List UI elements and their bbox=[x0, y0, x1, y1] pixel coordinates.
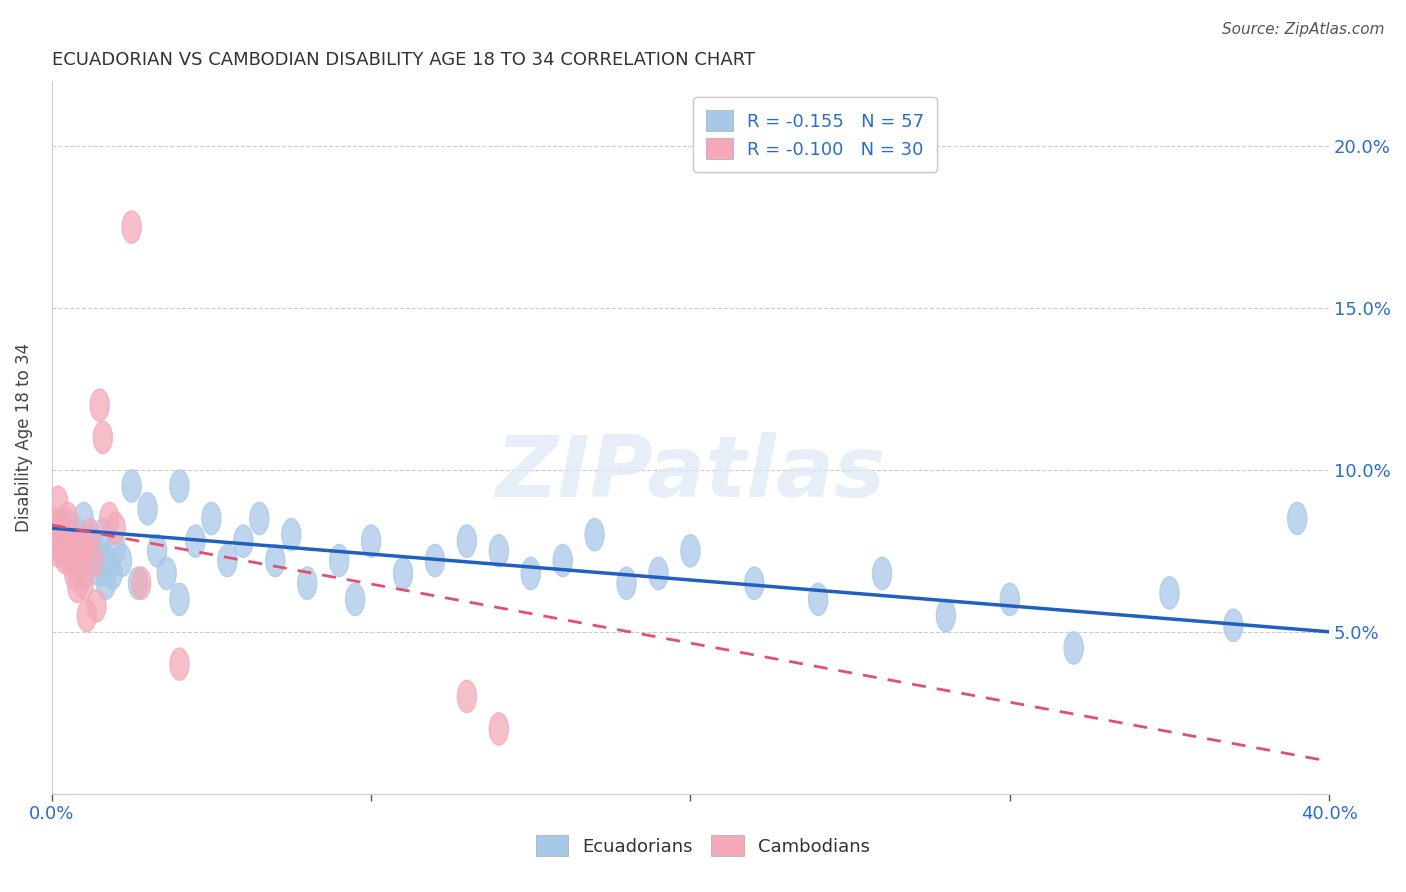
Ellipse shape bbox=[67, 518, 87, 551]
Ellipse shape bbox=[1000, 583, 1019, 615]
Ellipse shape bbox=[103, 558, 122, 590]
Ellipse shape bbox=[170, 648, 188, 681]
Ellipse shape bbox=[49, 486, 67, 518]
Ellipse shape bbox=[112, 544, 132, 577]
Ellipse shape bbox=[170, 583, 188, 615]
Ellipse shape bbox=[157, 558, 176, 590]
Ellipse shape bbox=[84, 544, 103, 577]
Ellipse shape bbox=[105, 532, 125, 564]
Ellipse shape bbox=[745, 567, 763, 599]
Ellipse shape bbox=[70, 544, 90, 577]
Ellipse shape bbox=[329, 544, 349, 577]
Ellipse shape bbox=[122, 470, 141, 502]
Ellipse shape bbox=[62, 528, 80, 560]
Ellipse shape bbox=[128, 567, 148, 599]
Ellipse shape bbox=[585, 518, 605, 551]
Ellipse shape bbox=[84, 544, 103, 577]
Ellipse shape bbox=[65, 528, 84, 560]
Ellipse shape bbox=[553, 544, 572, 577]
Ellipse shape bbox=[281, 518, 301, 551]
Ellipse shape bbox=[186, 524, 205, 558]
Ellipse shape bbox=[65, 558, 84, 590]
Ellipse shape bbox=[58, 508, 77, 541]
Ellipse shape bbox=[75, 532, 93, 564]
Y-axis label: Disability Age 18 to 34: Disability Age 18 to 34 bbox=[15, 343, 32, 532]
Ellipse shape bbox=[522, 558, 540, 590]
Ellipse shape bbox=[1064, 632, 1083, 665]
Ellipse shape bbox=[105, 512, 125, 544]
Ellipse shape bbox=[67, 534, 87, 567]
Ellipse shape bbox=[87, 590, 105, 622]
Ellipse shape bbox=[52, 532, 70, 564]
Ellipse shape bbox=[457, 681, 477, 713]
Ellipse shape bbox=[808, 583, 828, 615]
Ellipse shape bbox=[1223, 609, 1243, 641]
Ellipse shape bbox=[138, 492, 157, 524]
Ellipse shape bbox=[489, 534, 509, 567]
Ellipse shape bbox=[62, 544, 80, 577]
Ellipse shape bbox=[298, 567, 316, 599]
Ellipse shape bbox=[266, 544, 285, 577]
Ellipse shape bbox=[87, 534, 105, 567]
Ellipse shape bbox=[75, 558, 93, 590]
Ellipse shape bbox=[100, 548, 120, 580]
Ellipse shape bbox=[97, 567, 115, 599]
Legend: Ecuadorians, Cambodians: Ecuadorians, Cambodians bbox=[527, 826, 879, 865]
Ellipse shape bbox=[250, 502, 269, 534]
Ellipse shape bbox=[55, 541, 75, 574]
Ellipse shape bbox=[202, 502, 221, 534]
Ellipse shape bbox=[873, 558, 891, 590]
Ellipse shape bbox=[80, 518, 100, 551]
Ellipse shape bbox=[1160, 577, 1180, 609]
Ellipse shape bbox=[45, 528, 65, 560]
Ellipse shape bbox=[77, 599, 97, 632]
Ellipse shape bbox=[1288, 502, 1306, 534]
Ellipse shape bbox=[55, 522, 75, 554]
Ellipse shape bbox=[233, 524, 253, 558]
Ellipse shape bbox=[936, 599, 956, 632]
Text: Source: ZipAtlas.com: Source: ZipAtlas.com bbox=[1222, 22, 1385, 37]
Ellipse shape bbox=[45, 508, 65, 541]
Ellipse shape bbox=[650, 558, 668, 590]
Ellipse shape bbox=[67, 570, 87, 603]
Ellipse shape bbox=[65, 541, 84, 574]
Ellipse shape bbox=[52, 508, 70, 541]
Ellipse shape bbox=[93, 518, 112, 551]
Ellipse shape bbox=[132, 567, 150, 599]
Ellipse shape bbox=[49, 534, 67, 567]
Ellipse shape bbox=[361, 524, 381, 558]
Ellipse shape bbox=[80, 524, 100, 558]
Ellipse shape bbox=[617, 567, 636, 599]
Ellipse shape bbox=[75, 567, 93, 599]
Ellipse shape bbox=[426, 544, 444, 577]
Ellipse shape bbox=[55, 522, 75, 554]
Ellipse shape bbox=[49, 512, 67, 544]
Ellipse shape bbox=[62, 518, 80, 551]
Ellipse shape bbox=[70, 538, 90, 570]
Ellipse shape bbox=[346, 583, 364, 615]
Ellipse shape bbox=[122, 211, 141, 244]
Legend: R = -0.155   N = 57, R = -0.100   N = 30: R = -0.155 N = 57, R = -0.100 N = 30 bbox=[693, 97, 936, 171]
Ellipse shape bbox=[90, 554, 110, 586]
Ellipse shape bbox=[489, 713, 509, 745]
Ellipse shape bbox=[100, 502, 120, 534]
Ellipse shape bbox=[90, 389, 110, 421]
Ellipse shape bbox=[93, 421, 112, 454]
Text: ZIPatlas: ZIPatlas bbox=[495, 432, 886, 515]
Ellipse shape bbox=[75, 502, 93, 534]
Text: ECUADORIAN VS CAMBODIAN DISABILITY AGE 18 TO 34 CORRELATION CHART: ECUADORIAN VS CAMBODIAN DISABILITY AGE 1… bbox=[52, 51, 755, 69]
Ellipse shape bbox=[58, 502, 77, 534]
Ellipse shape bbox=[394, 558, 412, 590]
Ellipse shape bbox=[681, 534, 700, 567]
Ellipse shape bbox=[218, 544, 238, 577]
Ellipse shape bbox=[457, 524, 477, 558]
Ellipse shape bbox=[170, 470, 188, 502]
Ellipse shape bbox=[148, 534, 167, 567]
